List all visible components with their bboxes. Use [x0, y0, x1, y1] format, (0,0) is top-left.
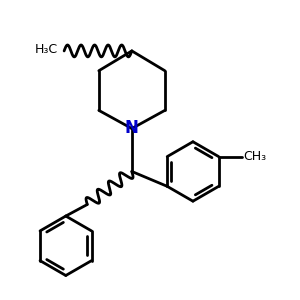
Text: N: N [125, 118, 139, 136]
Text: CH₃: CH₃ [243, 150, 267, 163]
Text: H₃C: H₃C [34, 43, 58, 56]
